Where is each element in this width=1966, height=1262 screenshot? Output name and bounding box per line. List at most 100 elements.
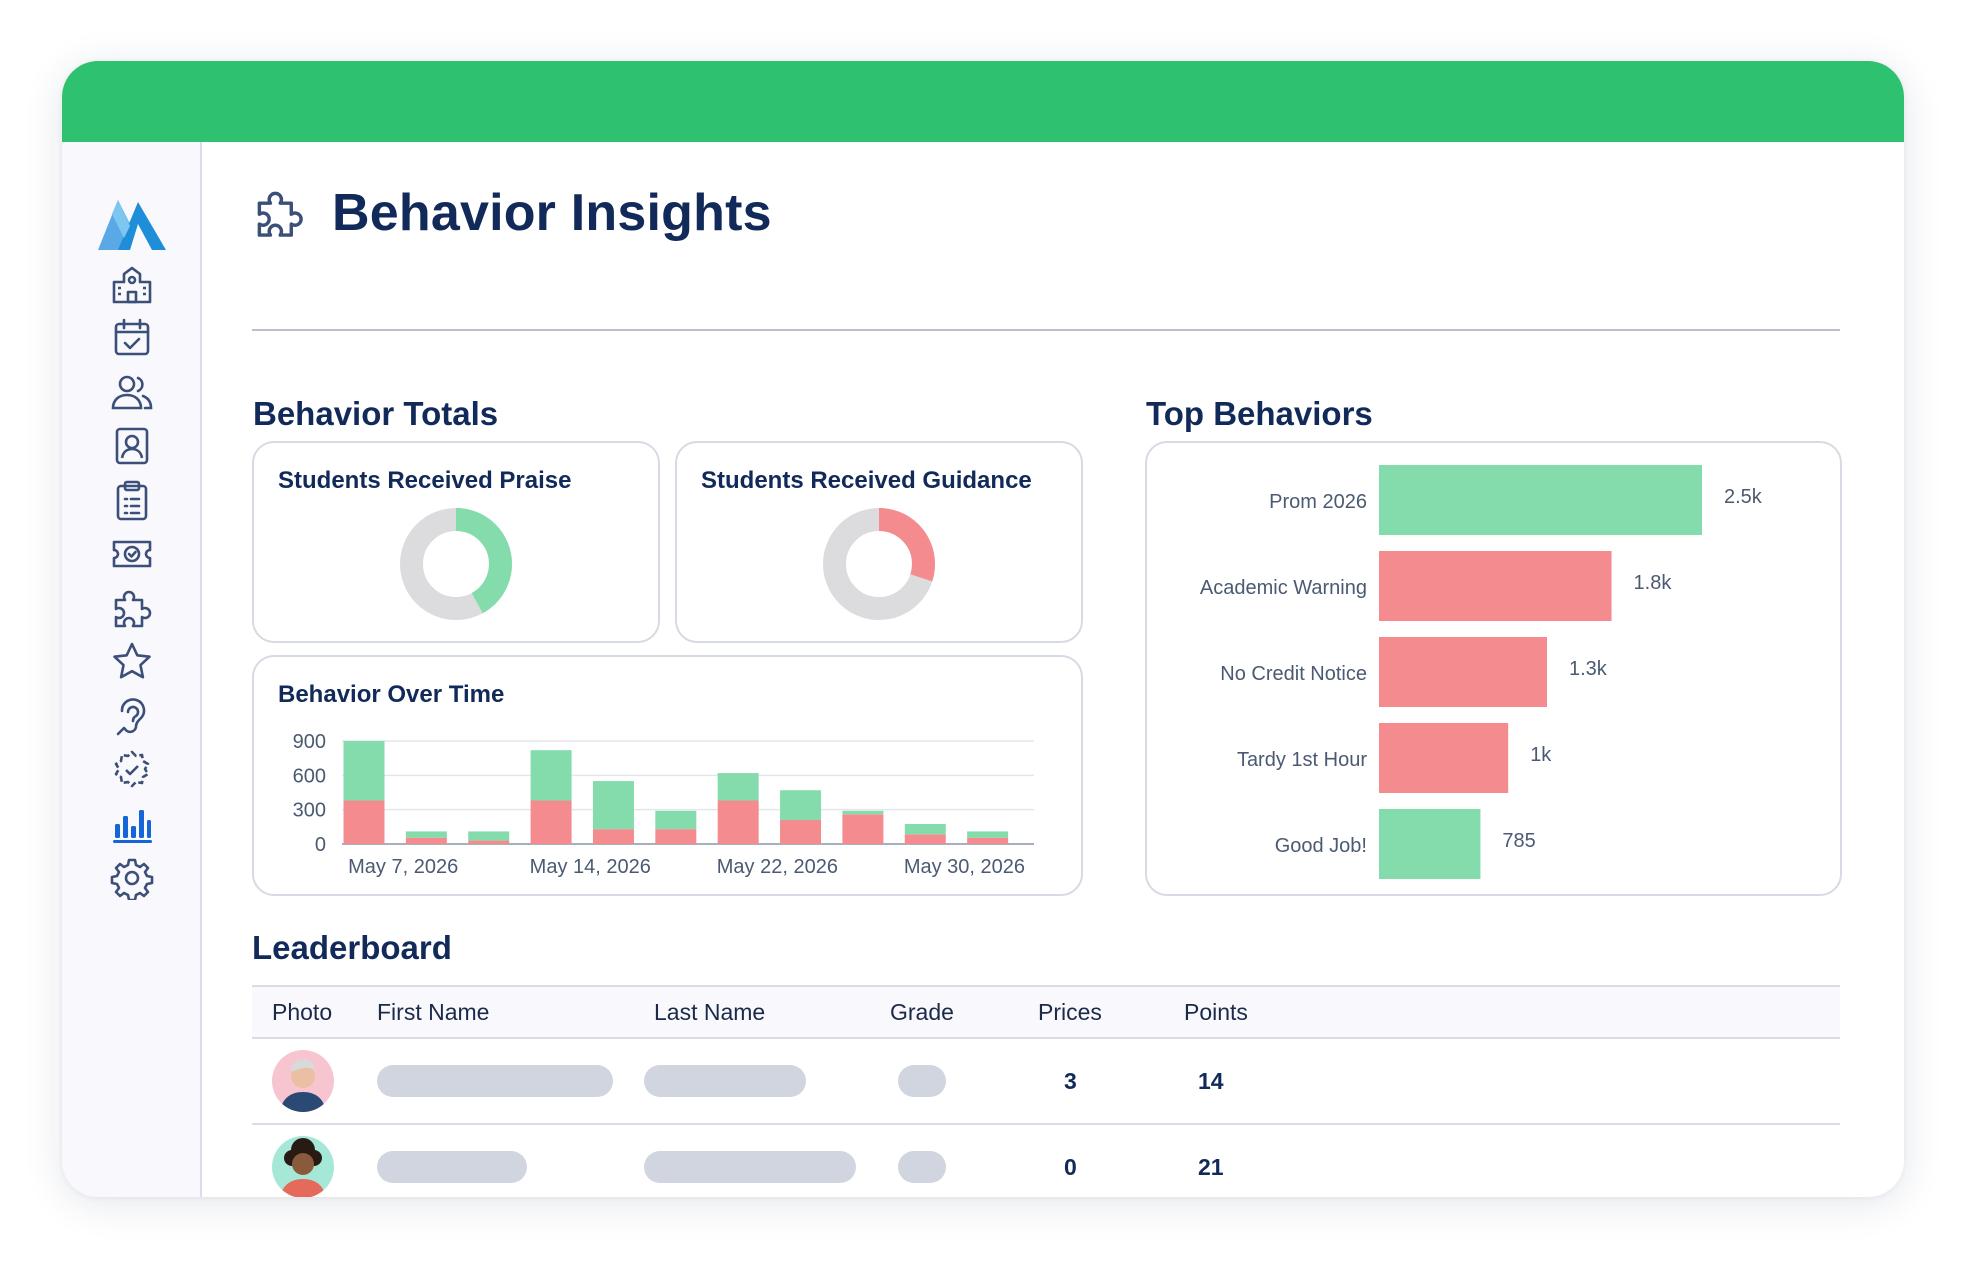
guidance-bar[interactable] <box>717 800 759 844</box>
praise-bar[interactable] <box>405 831 447 838</box>
sidebar <box>62 142 202 1197</box>
grade-placeholder <box>898 1065 946 1097</box>
x-tick-label: May 7, 2026 <box>348 856 458 878</box>
first-name-placeholder <box>377 1151 527 1183</box>
column-header-first-name[interactable]: First Name <box>377 998 490 1025</box>
praise-bar[interactable] <box>780 790 822 820</box>
y-tick-label: 300 <box>293 800 326 822</box>
last-name-placeholder <box>644 1151 856 1183</box>
leaderboard-table: Photo First Name Last Name Grade Prices … <box>252 985 1840 1197</box>
praise-donut <box>400 508 512 620</box>
x-tick-label: May 14, 2026 <box>530 856 651 878</box>
guidance-bar[interactable] <box>343 800 385 844</box>
column-header-points[interactable]: Points <box>1184 998 1248 1025</box>
table-row[interactable]: 0 21 <box>252 1124 1840 1197</box>
bar-chart-icon[interactable] <box>107 799 157 849</box>
praise-donut-segment <box>400 508 512 620</box>
praise-bar[interactable] <box>592 781 634 830</box>
settings-icon[interactable] <box>107 853 157 903</box>
main-content: Behavior Insights Behavior Totals Studen… <box>202 142 1904 1197</box>
guidance-bar[interactable] <box>405 837 447 844</box>
behavior-bar[interactable] <box>1379 551 1612 621</box>
avatar <box>272 1050 334 1112</box>
praise-card[interactable]: Students Received Praise <box>252 441 660 643</box>
behavior-value-label: 1.8k <box>1634 572 1673 594</box>
prices-value: 3 <box>1064 1067 1077 1094</box>
table-row[interactable]: 3 14 <box>252 1038 1840 1125</box>
page-header: Behavior Insights <box>252 178 772 248</box>
grade-placeholder <box>898 1151 946 1183</box>
page-title: Behavior Insights <box>332 184 772 242</box>
y-tick-label: 900 <box>293 731 326 753</box>
praise-card-title: Students Received Praise <box>278 467 572 494</box>
praise-bar[interactable] <box>904 823 946 835</box>
student-id-icon[interactable] <box>107 421 157 471</box>
column-header-last-name[interactable]: Last Name <box>654 998 766 1025</box>
guidance-bar[interactable] <box>655 829 697 844</box>
behavior-bar[interactable] <box>1379 809 1481 879</box>
behavior-bar[interactable] <box>1379 637 1547 707</box>
behavior-value-label: 785 <box>1502 830 1535 852</box>
ear-icon[interactable] <box>107 691 157 741</box>
last-name-placeholder <box>644 1065 806 1097</box>
x-tick-label: May 22, 2026 <box>717 856 838 878</box>
praise-bar[interactable] <box>655 810 697 830</box>
guidance-bar[interactable] <box>530 800 572 844</box>
school-icon[interactable] <box>107 259 157 309</box>
top-behaviors-card: Prom 2026 2.5k Academic Warning 1.8k No Cred… <box>1145 441 1842 896</box>
guidance-bar[interactable] <box>904 834 946 844</box>
app-logo[interactable] <box>96 192 168 252</box>
praise-bar[interactable] <box>842 810 884 815</box>
behavior-value-label: 1.3k <box>1569 658 1608 680</box>
column-header-prices[interactable]: Prices <box>1038 998 1102 1025</box>
guidance-bar[interactable] <box>842 814 884 844</box>
top-behaviors-chart: Prom 2026 2.5k Academic Warning 1.8k No Cred… <box>1200 465 1763 879</box>
behavior-over-time-card: Behavior Over Time 900 600 300 0 May 7, 2026… <box>252 655 1083 896</box>
guidance-donut <box>823 508 935 620</box>
calendar-check-icon[interactable] <box>107 313 157 363</box>
app-window: Behavior Insights Behavior Totals Studen… <box>62 61 1904 1197</box>
users-icon[interactable] <box>107 367 157 417</box>
column-header-grade[interactable]: Grade <box>890 998 954 1025</box>
puzzle-icon[interactable] <box>107 583 157 633</box>
behavior-totals-title: Behavior Totals <box>253 395 499 432</box>
guidance-bar[interactable] <box>967 837 1009 844</box>
first-name-placeholder <box>377 1065 613 1097</box>
praise-bar[interactable] <box>530 750 572 801</box>
behavior-label: Tardy 1st Hour <box>1237 749 1367 771</box>
behavior-bar[interactable] <box>1379 465 1702 535</box>
points-value: 14 <box>1198 1067 1224 1094</box>
divider <box>252 329 1840 331</box>
guidance-bar[interactable] <box>592 829 634 844</box>
avatar <box>272 1136 334 1197</box>
behavior-label: Good Job! <box>1275 835 1367 857</box>
leaderboard-title: Leaderboard <box>252 929 452 966</box>
guidance-card[interactable]: Students Received Guidance <box>675 441 1083 643</box>
praise-bar[interactable] <box>717 773 759 801</box>
clipboard-icon[interactable] <box>107 475 157 525</box>
prices-value: 0 <box>1064 1153 1077 1180</box>
behavior-bar[interactable] <box>1379 723 1509 793</box>
behavior-label: No Credit Notice <box>1220 663 1367 685</box>
behavior-value-label: 2.5k <box>1724 486 1763 508</box>
behavior-over-time-title: Behavior Over Time <box>278 681 505 708</box>
x-tick-label: May 30, 2026 <box>904 856 1025 878</box>
guidance-bar[interactable] <box>468 840 510 844</box>
top-bar <box>62 61 1904 142</box>
y-tick-label: 600 <box>293 765 326 787</box>
behavior-label: Prom 2026 <box>1269 491 1367 513</box>
leaderboard-header-row: Photo First Name Last Name Grade Prices … <box>252 986 1840 1038</box>
y-tick-label: 0 <box>315 834 326 856</box>
praise-bar[interactable] <box>343 741 385 801</box>
ticket-check-icon[interactable] <box>107 529 157 579</box>
points-value: 21 <box>1198 1153 1224 1180</box>
behavior-label: Academic Warning <box>1200 577 1367 599</box>
guidance-card-title: Students Received Guidance <box>701 467 1032 494</box>
praise-bar[interactable] <box>967 831 1009 838</box>
badge-gear-icon[interactable] <box>107 745 157 795</box>
guidance-donut-segment <box>823 508 935 620</box>
star-icon[interactable] <box>107 637 157 687</box>
column-header-photo[interactable]: Photo <box>272 998 333 1025</box>
praise-bar[interactable] <box>468 831 510 841</box>
guidance-bar[interactable] <box>780 819 822 844</box>
